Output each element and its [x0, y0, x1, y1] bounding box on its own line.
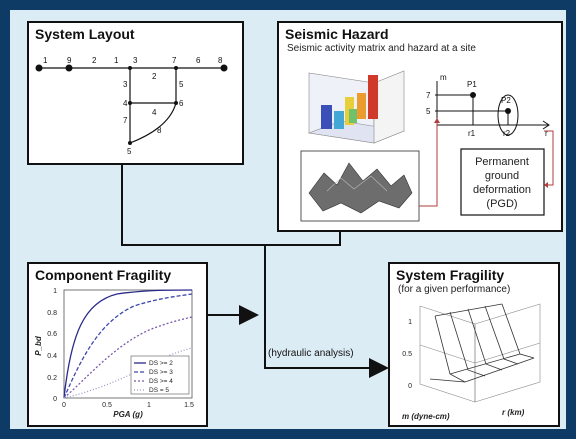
fragility-xtick-05: 0.5	[102, 402, 112, 409]
node-label-1: 1	[43, 56, 48, 65]
fragility-ytick-04: 0.4	[47, 353, 57, 360]
pgd-line-4: (PGD)	[486, 198, 517, 210]
node-label-6: 6	[196, 56, 201, 65]
system-layout-title: System Layout	[35, 26, 135, 42]
component-fragility-panel: Component Fragility 1 0.8 0.6 0.4 0.2 0 …	[27, 262, 208, 427]
seismic-hazard-panel: Seismic Hazard Seismic activity matrix a…	[277, 21, 563, 232]
red-connectors	[419, 119, 554, 207]
pgd-line-2: ground	[485, 170, 519, 182]
sysfrag-xlabel-left: m (dyne-cm)	[402, 412, 450, 421]
graph-label-p2: P2	[501, 96, 511, 105]
layout-to-hazard-connector	[121, 165, 341, 246]
fragility-xtick-1: 1	[147, 402, 151, 409]
terrain-map	[300, 150, 420, 222]
system-fragility-panel: System Fragility (for a given performanc…	[388, 262, 560, 427]
seismic-hazard-title: Seismic Hazard	[285, 26, 389, 42]
fragility-curves	[63, 289, 193, 399]
node-label-4: 4	[123, 99, 128, 108]
fragility-ytick-08: 0.8	[47, 310, 57, 317]
node-label-5: 5	[179, 80, 184, 89]
node-label-1b: 1	[114, 56, 119, 65]
legend-ds2: DS >= 2	[149, 360, 173, 367]
node-label-2b: 2	[152, 72, 157, 81]
node-label-8b: 8	[157, 126, 162, 135]
fragility-ytick-02: 0.2	[47, 375, 57, 382]
node-label-5b: 5	[127, 147, 132, 156]
sysfrag-ytick-0: 0	[408, 383, 412, 390]
system-layout-panel: System Layout 1 9 2	[27, 21, 244, 165]
sysfrag-ytick-05: 0.5	[402, 351, 412, 358]
fragility-ytick-1: 1	[53, 288, 57, 295]
sysfrag-xlabel-right: r (km)	[502, 408, 525, 417]
fragility-ylabel: P_bd	[34, 335, 43, 356]
node-label-7: 7	[172, 56, 177, 65]
node-label-2: 2	[92, 56, 97, 65]
pgd-line-1: Permanent	[475, 156, 529, 168]
curve-ds5	[63, 347, 193, 399]
system-fragility-subtitle: (for a given performance)	[398, 284, 511, 295]
fragility-xtick-15: 1.5	[184, 402, 194, 409]
curve-ds2	[63, 289, 193, 399]
graph-label-p1: P1	[467, 80, 477, 89]
red-arrowhead-left	[544, 182, 548, 188]
fragility-legend	[130, 355, 190, 395]
pgd-box	[460, 148, 545, 216]
activity-matrix-chart	[307, 70, 406, 144]
node-label-4b: 4	[152, 108, 157, 117]
component-fragility-chart: 1 0.8 0.6 0.4 0.2 0 0 0.5 1 1.5 PGA (g) …	[34, 288, 194, 419]
fragility-surface-mesh	[429, 303, 535, 383]
graph-label-r1: r1	[468, 129, 476, 138]
legend-ds3: DS >= 3	[149, 369, 173, 376]
node-label-6b: 6	[179, 99, 184, 108]
graph-label-r2: r2	[503, 129, 511, 138]
pgd-line-3: deformation	[473, 184, 531, 196]
node-label-3b: 3	[123, 80, 128, 89]
seismic-hazard-graphics: m 7 5 P1 P2 r1 r2 r Permanent ground def…	[300, 70, 554, 222]
node-label-9: 9	[67, 56, 72, 65]
hazard-graph	[435, 81, 549, 136]
node-label-7b: 7	[123, 116, 128, 125]
system-layout-network: 1 9 2 1 3 7 6 8 2 3 5 4 6 4 7 8 5	[35, 56, 228, 156]
legend-ds5: DS = 5	[149, 387, 169, 394]
fragility-xlabel: PGA (g)	[113, 410, 143, 419]
graph-label-m: m	[440, 73, 447, 82]
component-fragility-title: Component Fragility	[35, 267, 172, 283]
curve-ds4	[63, 316, 193, 399]
system-fragility-title: System Fragility	[396, 267, 505, 283]
system-fragility-surface: 1 0.5 0 m (dyne-cm) r (km)	[402, 303, 541, 421]
graph-label-5: 5	[426, 107, 431, 116]
hydraulic-analysis-label: (hydraulic analysis)	[268, 348, 354, 359]
red-arrowhead-up	[434, 118, 440, 123]
fragility-ytick-0: 0	[53, 396, 57, 403]
fragility-xtick-0: 0	[62, 402, 66, 409]
hydraulic-analysis-arrow	[264, 245, 389, 378]
fragility-ytick-06: 0.6	[47, 331, 57, 338]
node-label-3: 3	[133, 56, 138, 65]
sysfrag-ytick-1: 1	[408, 319, 412, 326]
legend-ds4: DS >= 4	[149, 378, 173, 385]
node-label-8: 8	[218, 56, 223, 65]
seismic-hazard-subtitle: Seismic activity matrix and hazard at a …	[287, 43, 476, 54]
graph-label-r: r	[545, 129, 548, 138]
curve-ds3	[63, 293, 193, 399]
graph-label-7: 7	[426, 91, 431, 100]
